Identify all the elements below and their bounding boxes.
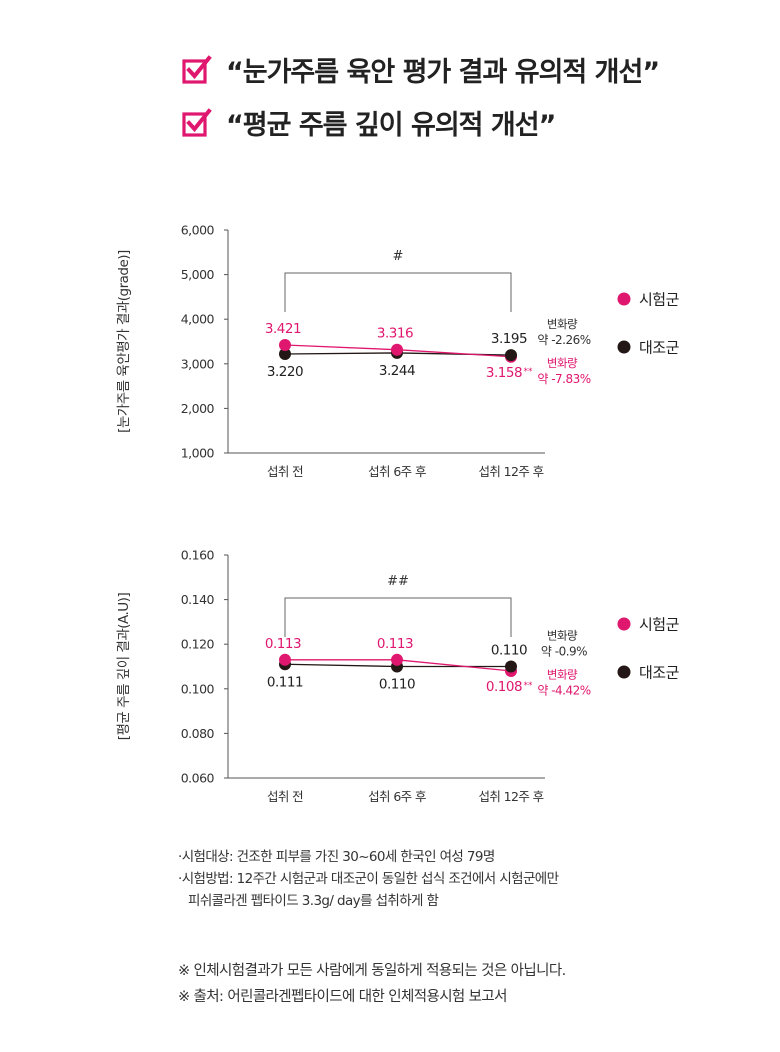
legend-marker <box>617 617 631 631</box>
y-tick-label: 0.160 <box>181 548 215 563</box>
wrinkle-grade-chart: [눈가주름 육안평가 결과(grade)] 1,000 2,000 3,000 4,00… <box>116 223 680 480</box>
data-point-test <box>279 339 291 352</box>
test-significance-marker: ** <box>524 367 534 377</box>
data-point-test <box>391 343 403 356</box>
data-label-test: 0.113 <box>377 636 413 652</box>
note-subjects: ·시험대상: 건조한 피부를 가진 30~60세 한국인 여성 79명 <box>178 849 495 865</box>
data-label-control: 3.195 <box>491 331 527 347</box>
legend-marker <box>617 340 631 354</box>
significance-bracket <box>284 272 512 312</box>
change-value-test: 약 -4.42% <box>537 683 590 698</box>
x-tick-label: 섭취 12주 후 <box>478 789 543 804</box>
note-disclaimer: ※ 인체시험결과가 모든 사람에게 동일하게 적용되는 것은 아닙니다. <box>178 963 566 979</box>
checkbox-checked-icon <box>182 107 212 137</box>
data-label-test: 0.108 <box>486 679 522 695</box>
significance-marker: ## <box>387 574 409 589</box>
y-tick-label: 4,000 <box>181 312 215 327</box>
headline-2: “평균 주름 깊이 유의적 개선” <box>182 103 556 142</box>
note-method: ·시험방법: 12주간 시험군과 대조군이 동일한 섭식 조건에서 시험군에만 <box>178 871 559 887</box>
x-tick-label: 섭취 전 <box>267 464 303 479</box>
change-title-control: 변화량 <box>547 629 578 643</box>
y-tick-label: 0.120 <box>181 637 215 652</box>
legend-label: 대조군 <box>639 339 680 357</box>
data-point-control <box>505 349 517 362</box>
checkbox-checked-icon <box>182 54 212 84</box>
note-source: ※ 출처: 어린콜라겐펩타이드에 대한 인체적용시험 보고서 <box>178 989 508 1005</box>
change-value-control: 약 -2.26% <box>537 332 590 347</box>
data-point-test <box>391 653 403 666</box>
y-axis-label: [평균 주름 깊이 결과(A.U)] <box>116 593 132 741</box>
x-tick-label: 섭취 전 <box>267 789 303 804</box>
headline-1: “눈가주름 육안 평가 결과 유의적 개선” <box>182 50 660 89</box>
legend-label: 시험군 <box>639 291 680 309</box>
headline-text: “평균 주름 깊이 유의적 개선” <box>226 110 556 141</box>
wrinkle-depth-chart: [평균 주름 깊이 결과(A.U)] 0.060 0.080 0.100 0.120 0.… <box>116 548 680 805</box>
test-significance-marker: ** <box>524 681 534 691</box>
legend-marker <box>617 665 631 679</box>
data-label-control: 3.220 <box>267 364 303 380</box>
y-tick-label: 3,000 <box>181 356 215 371</box>
change-title-test: 변화량 <box>547 356 578 370</box>
data-point-control <box>279 347 291 360</box>
legend-label: 시험군 <box>639 616 680 634</box>
significance-marker: # <box>393 249 404 264</box>
y-tick-label: 0.080 <box>181 726 215 741</box>
y-tick-label: 6,000 <box>181 223 215 238</box>
footnotes: ※ 인체시험결과가 모든 사람에게 동일하게 적용되는 것은 아닙니다. ※ 출… <box>178 958 566 1010</box>
headline-text: “눈가주름 육안 평가 결과 유의적 개선” <box>226 57 660 88</box>
data-label-test: 3.158 <box>486 365 522 381</box>
study-notes: ·시험대상: 건조한 피부를 가진 30~60세 한국인 여성 79명 ·시험방… <box>178 846 559 912</box>
legend-label: 대조군 <box>639 664 680 682</box>
y-tick-label: 0.060 <box>181 771 215 786</box>
data-label-test: 3.421 <box>265 321 301 337</box>
change-title-control: 변화량 <box>547 317 578 331</box>
x-tick-label: 섭취 6주 후 <box>368 789 426 804</box>
data-point-control <box>505 660 517 673</box>
change-value-test: 약 -7.83% <box>537 371 590 386</box>
data-label-test: 0.113 <box>265 636 301 652</box>
y-tick-label: 0.140 <box>181 592 215 607</box>
data-label-control: 0.110 <box>491 643 527 659</box>
y-tick-label: 5,000 <box>181 267 215 282</box>
significance-bracket <box>284 597 512 637</box>
data-point-test <box>279 653 291 666</box>
change-title-test: 변화량 <box>547 668 578 682</box>
y-tick-label: 2,000 <box>181 401 215 416</box>
data-label-control: 0.111 <box>267 674 303 690</box>
data-label-test: 3.316 <box>377 326 413 342</box>
x-tick-label: 섭취 12주 후 <box>478 464 543 479</box>
y-tick-label: 0.100 <box>181 681 215 696</box>
note-method-cont: 피쉬콜라겐 펩타이드 3.3g/ day를 섭취하게 함 <box>188 893 439 909</box>
data-label-control: 3.244 <box>379 363 415 379</box>
change-value-control: 약 -0.9% <box>541 644 587 659</box>
y-axis-label: [눈가주름 육안평가 결과(grade)] <box>116 250 132 433</box>
x-tick-label: 섭취 6주 후 <box>368 464 426 479</box>
data-label-control: 0.110 <box>379 677 415 693</box>
y-tick-label: 1,000 <box>181 446 215 461</box>
legend-marker <box>617 292 631 306</box>
